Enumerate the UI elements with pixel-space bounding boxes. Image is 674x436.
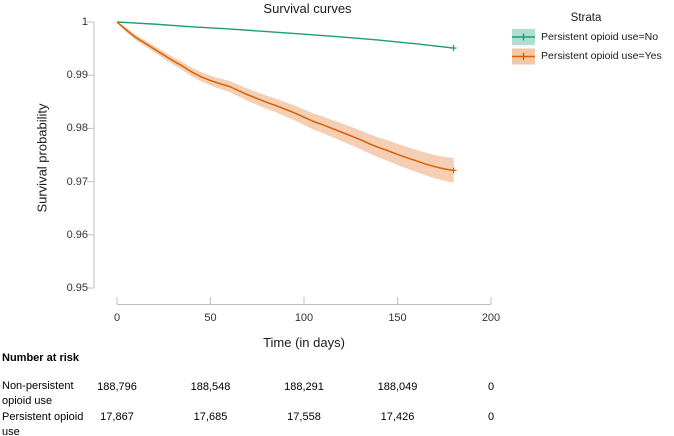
risk-table-heading: Number at risk [2, 352, 80, 364]
risk-cell: 188,291 [284, 381, 324, 393]
y-tick-label: 0.99 [66, 69, 88, 81]
x-tick-label: 50 [204, 312, 217, 324]
legend-entry-no-label: Persistent opioid use=No [541, 30, 659, 43]
risk-cell: 17,867 [100, 411, 134, 423]
y-tick-label: 0.98 [66, 122, 88, 134]
y-tick-label: 0.96 [66, 229, 88, 241]
x-tick-label: 200 [481, 312, 501, 324]
survival-curve-yes [116, 21, 454, 172]
legend-title: Strata [570, 12, 602, 24]
plot-title: Survival curves [263, 1, 352, 16]
risk-cell: 17,426 [380, 411, 415, 423]
y-axis-title: Survival probability [34, 103, 50, 213]
risk-cell: 0 [487, 381, 495, 393]
y-tick-label: 1 [81, 16, 88, 28]
x-tick-label: 150 [388, 312, 407, 324]
y-tick-label: 0.97 [66, 176, 88, 188]
risk-cell: 17,685 [193, 411, 228, 423]
risk-cell: 188,049 [377, 381, 418, 393]
x-tick-label: 100 [294, 312, 314, 324]
legend-entry-yes-label: Persistent opioid use=Yes [541, 50, 662, 62]
confidence-band-yes [117, 22, 454, 183]
risk-cell: 17,558 [287, 411, 321, 423]
risk-cell: 188,548 [190, 381, 231, 393]
y-tick-label: 0.95 [66, 282, 88, 294]
risk-row-label-non-persistent: Non-persistent opioid use [2, 380, 74, 407]
x-axis-title: Time (in days) [263, 335, 345, 350]
risk-cell: 0 [487, 411, 495, 423]
risk-cell: 188,796 [97, 381, 137, 393]
risk-row-label-persistent: Persistent opioid use [2, 411, 84, 436]
survival-curve-no [116, 21, 454, 49]
x-tick-label: 0 [113, 312, 121, 324]
